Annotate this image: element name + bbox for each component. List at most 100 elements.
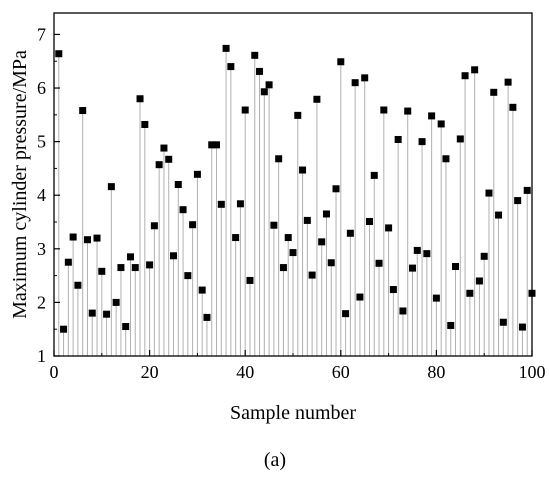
data-point [375,259,383,267]
data-point [380,106,388,114]
data-point [346,229,354,237]
x-tick-label: 100 [519,362,546,382]
data-point [60,325,68,333]
data-point [203,313,211,321]
data-point [385,224,393,232]
data-point [198,286,206,294]
data-point [227,63,235,71]
data-point [432,294,440,302]
data-point [155,161,163,169]
data-point [270,221,278,229]
data-point [74,281,82,289]
data-point [499,318,507,326]
data-point [208,141,216,149]
y-tick-label: 4 [37,185,46,205]
data-point [265,81,273,89]
data-point [251,51,259,59]
data-point [222,44,230,52]
data-point [275,155,283,163]
data-point [428,112,436,120]
data-point [409,264,416,272]
data-point [452,262,460,270]
data-point [131,264,139,272]
data-point [337,58,345,66]
data-point [88,309,96,317]
data-point [389,286,397,294]
data-point [456,135,464,143]
droplines-group [58,48,533,356]
y-axis-ticks: 1 2 3 4 5 6 7 [37,24,60,366]
data-point [179,206,187,214]
data-point [256,67,264,75]
data-point [279,264,287,272]
data-point [260,88,268,96]
x-axis-ticks: 0 20 40 60 80 100 [50,350,546,382]
x-axis-title: Sample number [230,402,356,424]
data-point [246,276,254,284]
data-point [69,233,77,241]
data-point [83,236,91,244]
data-point [413,246,421,254]
data-point [146,261,154,269]
data-point [394,135,402,143]
data-point [356,293,364,301]
data-point [327,259,335,267]
data-point [284,234,292,242]
data-point [447,321,455,329]
data-point [107,183,115,191]
x-tick-label: 40 [236,362,254,382]
data-point [322,210,330,218]
data-point [361,74,369,82]
data-point [232,234,240,242]
data-point [418,138,426,146]
data-point [351,79,359,87]
data-point [332,185,340,193]
data-point [399,307,407,315]
data-point [126,253,134,261]
y-tick-label: 1 [37,346,46,366]
data-point [213,141,221,149]
y-tick-label: 6 [37,78,46,98]
data-point [318,238,326,246]
data-point [490,88,498,96]
x-tick-label: 20 [141,362,159,382]
figure-caption: (a) [264,449,286,471]
data-point [193,170,201,178]
data-point [64,258,72,266]
data-point [342,310,350,318]
y-axis-title: Maximum cylinder pressure/MPa [9,50,31,319]
data-point [303,216,311,224]
data-point [471,66,479,74]
data-point [294,111,302,119]
data-point [423,250,431,258]
x-tick-label: 0 [50,362,59,382]
data-point [103,310,111,318]
y-tick-label: 3 [37,239,46,259]
data-point [514,197,522,205]
x-tick-label: 60 [332,362,350,382]
data-point [174,181,182,188]
data-point [495,211,503,219]
data-point [184,272,192,280]
data-point [461,72,469,80]
data-point [170,252,177,260]
data-point [442,155,450,163]
y-tick-label: 5 [37,132,46,152]
data-point [79,107,87,115]
data-point [55,50,63,58]
data-point [485,189,493,197]
x-tick-label: 80 [427,362,445,382]
data-point [299,166,307,174]
data-point [122,323,130,331]
data-point [504,78,512,86]
data-point [165,155,173,163]
data-point [136,95,144,103]
data-point [98,267,106,275]
data-point [112,298,120,306]
data-point [509,103,517,111]
data-point [150,222,158,230]
data-point [160,144,168,152]
data-point [404,107,412,115]
y-tick-label: 2 [37,292,46,312]
